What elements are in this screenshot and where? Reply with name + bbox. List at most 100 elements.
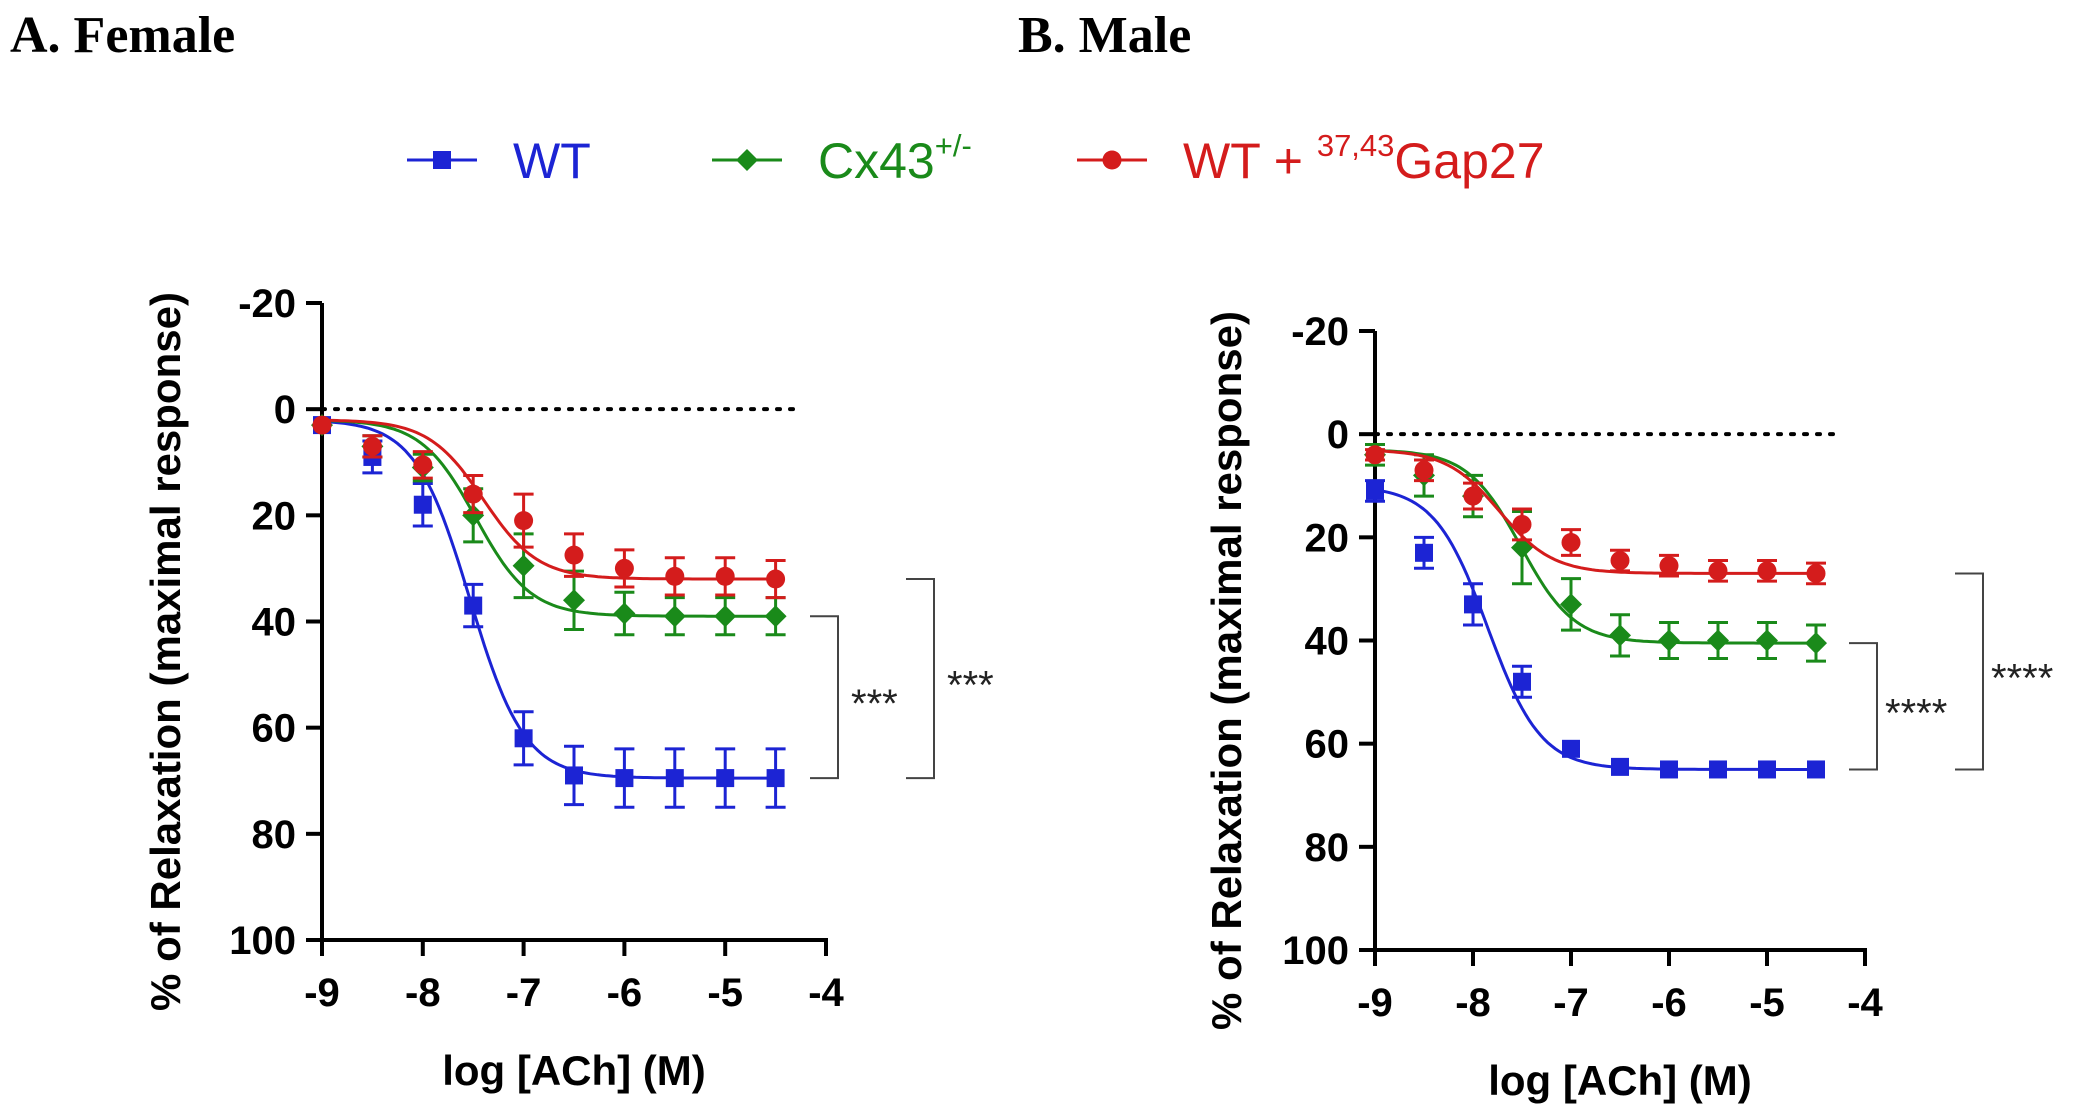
x-tick-label: -4 xyxy=(1847,981,1883,1025)
x-tick-label: -8 xyxy=(1455,981,1491,1025)
data-point xyxy=(613,602,636,625)
y-tick-label: 20 xyxy=(1305,516,1350,560)
x-tick-label: -7 xyxy=(506,971,542,1015)
data-point xyxy=(413,495,432,514)
legend-item-cx43: Cx43+/- xyxy=(712,128,972,189)
data-point xyxy=(462,504,485,527)
legend-marker-cx43 xyxy=(736,149,758,171)
data-point xyxy=(1560,593,1582,616)
y-axis-title: % of Relaxation (maximal response) xyxy=(1203,311,1250,1030)
data-point xyxy=(1805,632,1827,655)
x-tick-label: -9 xyxy=(1357,981,1393,1025)
data-point xyxy=(764,605,787,628)
fit-curve-wt xyxy=(1374,488,1816,771)
significance-label: *** xyxy=(947,664,994,708)
data-point xyxy=(1709,760,1727,779)
data-point xyxy=(1609,624,1631,647)
data-point xyxy=(1659,556,1679,576)
data-point xyxy=(1512,514,1532,534)
data-point xyxy=(1807,760,1825,779)
data-point xyxy=(362,436,382,456)
legend-item-gap27: WT + 37,43Gap27 xyxy=(1077,128,1545,189)
data-point xyxy=(1756,629,1778,652)
x-tick-label: -5 xyxy=(707,971,743,1015)
legend-marker-wt xyxy=(433,151,451,169)
data-point xyxy=(1366,481,1384,500)
significance-label: **** xyxy=(1991,656,2053,700)
legend-item-wt: WT xyxy=(407,133,591,189)
data-point xyxy=(1415,543,1433,562)
y-tick-label: 0 xyxy=(274,388,296,432)
legend-label-wt: WT xyxy=(513,133,591,189)
y-tick-label: -20 xyxy=(238,282,296,326)
data-point xyxy=(665,566,685,586)
y-tick-label: 100 xyxy=(229,919,296,963)
data-point xyxy=(1757,561,1777,581)
data-point xyxy=(1611,757,1629,776)
x-tick-label: -6 xyxy=(607,971,643,1015)
data-point xyxy=(663,605,686,628)
x-tick-label: -8 xyxy=(405,971,441,1015)
series-wt xyxy=(313,416,786,809)
data-point xyxy=(715,566,735,586)
data-point xyxy=(614,558,634,578)
legend-marker-gap27 xyxy=(1102,150,1122,170)
data-point xyxy=(766,569,786,589)
x-axis-title: log [ACh] (M) xyxy=(1488,1057,1752,1104)
fit-curve-wt xyxy=(321,419,776,780)
x-tick-label: -5 xyxy=(1749,981,1785,1025)
data-point xyxy=(413,455,433,475)
data-point xyxy=(1660,760,1678,779)
data-point xyxy=(514,511,534,531)
data-point xyxy=(1707,629,1729,652)
y-tick-label: 80 xyxy=(252,813,297,857)
x-tick-label: -9 xyxy=(304,971,340,1015)
legend-label-gap27: WT + 37,43Gap27 xyxy=(1183,128,1545,189)
legend-marker-cx43 xyxy=(736,149,758,171)
data-point xyxy=(716,769,735,788)
y-tick-label: 60 xyxy=(1305,723,1350,767)
series-cx43 xyxy=(311,414,787,637)
x-tick-label: -4 xyxy=(808,971,844,1015)
data-point xyxy=(312,415,332,435)
data-point xyxy=(1561,532,1581,552)
chart-male: -20 0 20 40 60 80 100-9 -8 -7 -6 -5 -4 log [ACh] (M)… xyxy=(1203,310,2053,1104)
data-point xyxy=(1758,760,1776,779)
data-point xyxy=(1513,672,1531,691)
data-point xyxy=(463,484,483,504)
series-wt-37-43gap27 xyxy=(1365,445,1826,586)
fit-curve-cx43 xyxy=(1374,448,1816,645)
fit-curve-wt-37-43gap27 xyxy=(321,418,776,581)
data-point xyxy=(514,729,533,748)
significance-label: **** xyxy=(1885,691,1947,735)
y-tick-label: 0 xyxy=(1327,413,1349,457)
significance-label: *** xyxy=(851,682,898,726)
legend-marker-wt-gap27 xyxy=(1102,150,1122,170)
data-point xyxy=(1610,551,1630,571)
chart-female: -20 0 20 40 60 80 100-9 -8 -7 -6 -5 -4 log [ACh] (M)… xyxy=(142,282,994,1094)
data-point xyxy=(563,589,585,612)
data-point xyxy=(1414,460,1434,480)
data-point xyxy=(766,769,785,788)
y-tick-label: 60 xyxy=(252,707,297,751)
y-tick-label: 40 xyxy=(252,601,297,645)
panel-title-female: A. Female xyxy=(10,7,235,64)
legend: WT Cx43+/- WT + 37,43Gap27 xyxy=(407,128,1545,189)
y-tick-label: 20 xyxy=(252,494,297,538)
legend-label-cx43: Cx43+/- xyxy=(818,128,972,189)
y-tick-label: -20 xyxy=(1291,310,1349,354)
data-point xyxy=(1463,486,1483,506)
data-point xyxy=(615,769,634,788)
data-point xyxy=(1562,739,1580,758)
significance-bracket: **** xyxy=(1955,572,2053,771)
data-point xyxy=(512,554,535,577)
fit-curve-cx43 xyxy=(321,419,776,618)
series-cx43 xyxy=(1364,442,1827,663)
data-point xyxy=(1708,561,1728,581)
fit-curve-wt-37-43gap27 xyxy=(1374,449,1816,575)
data-point xyxy=(665,769,684,788)
y-axis-title: % of Relaxation (maximal response) xyxy=(142,292,189,1011)
data-point xyxy=(714,605,737,628)
series-wt-37-43gap27 xyxy=(312,415,786,600)
